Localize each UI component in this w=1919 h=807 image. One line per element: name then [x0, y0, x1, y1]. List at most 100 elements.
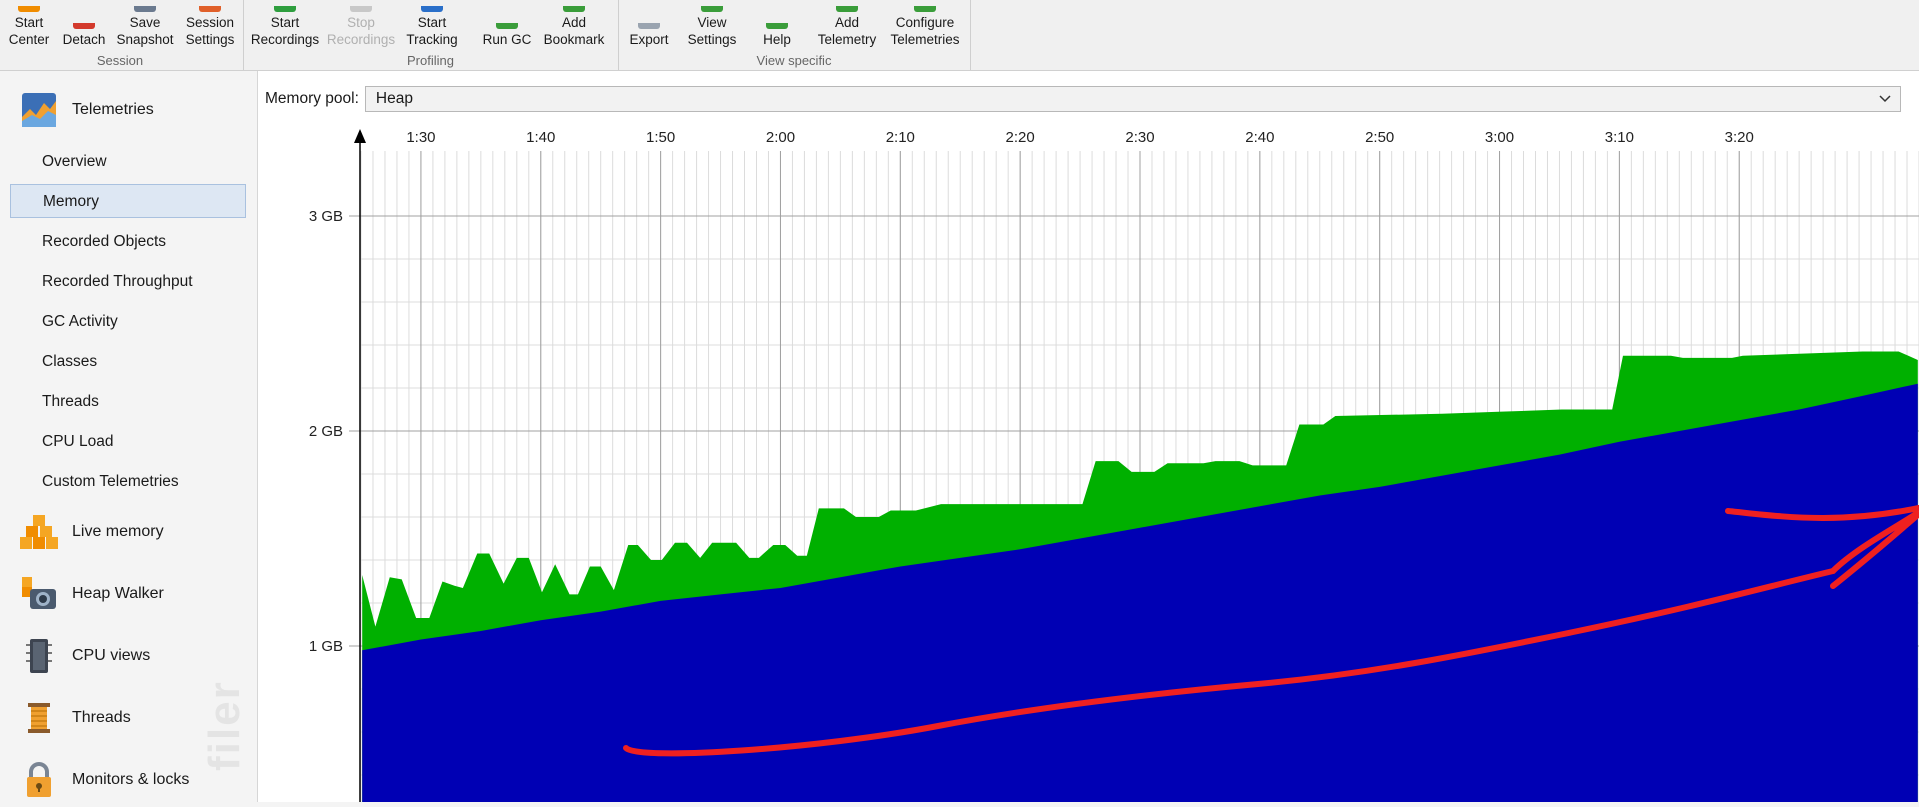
start-center-icon: [18, 6, 40, 12]
x-tick-label: 2:20: [1006, 129, 1035, 146]
detach-button[interactable]: Detach: [58, 0, 110, 48]
x-tick-label: 2:40: [1245, 129, 1274, 146]
sidebar-item-memory[interactable]: Memory: [10, 184, 246, 218]
sidebar-section-live-memory[interactable]: Live memory: [20, 513, 164, 551]
add-telemetry-button[interactable]: Add Telemetry: [815, 0, 879, 48]
sidebar-section-threads[interactable]: Threads: [20, 699, 131, 737]
configure-telemetries-icon: [914, 6, 936, 12]
start-tracking-icon: [421, 6, 443, 12]
export-button[interactable]: Export: [621, 0, 677, 48]
view-settings-button[interactable]: View Settings: [681, 0, 743, 48]
help-icon: [766, 23, 788, 29]
sidebar-section-cpu-views[interactable]: CPU views: [20, 637, 150, 675]
add-telemetry-label: Add Telemetry: [817, 15, 877, 47]
session-settings-label: Session Settings: [185, 15, 235, 47]
live-memory-icon: [20, 515, 58, 549]
toolbar-group-profiling: Start Recordings Stop Recordings Start T…: [246, 0, 619, 70]
save-snapshot-button[interactable]: Save Snapshot: [114, 0, 176, 48]
start-center-button[interactable]: Start Center: [4, 0, 54, 48]
toolbar-separator: [618, 0, 619, 70]
threads-icon: [28, 703, 50, 733]
sidebar-item-recorded-objects[interactable]: Recorded Objects: [42, 233, 167, 250]
x-tick-label: 3:00: [1485, 129, 1514, 146]
group-label-session: Session: [96, 53, 144, 68]
telemetries-icon: [22, 93, 56, 127]
y-tick-label: 3 GB: [309, 208, 343, 225]
y-tick-label: 2 GB: [309, 423, 343, 440]
add-bookmark-button[interactable]: Add Bookmark: [540, 0, 608, 48]
main-panel: Memory pool: Heap 1:30 1:40 1:50 2:00 2:10 2:…: [258, 71, 1919, 802]
start-recordings-label: Start Recordings: [250, 15, 320, 47]
x-tick-label: 3:10: [1605, 129, 1634, 146]
view-settings-label: View Settings: [687, 15, 737, 47]
session-settings-button[interactable]: Session Settings: [180, 0, 240, 48]
x-tick-label: 1:40: [526, 129, 555, 146]
sidebar-section-label: Heap Walker: [72, 585, 164, 602]
monitors-locks-icon: [27, 762, 51, 797]
x-tick-label: 2:30: [1125, 129, 1154, 146]
x-tick-label: 1:30: [406, 129, 435, 146]
start-center-label: Start Center: [8, 15, 50, 47]
memory-chart[interactable]: 1:30 1:40 1:50 2:00 2:10 2:20 2:30 2:40 2:50 3:00…: [258, 121, 1919, 802]
sidebar-item-cpu-load[interactable]: CPU Load: [42, 433, 114, 450]
configure-telemetries-label: Configure Telemetries: [890, 15, 960, 47]
sidebar-item-classes[interactable]: Classes: [42, 353, 98, 370]
sidebar-item-threads[interactable]: Threads: [42, 393, 99, 410]
export-label: Export: [629, 32, 669, 47]
watermark: filer: [200, 680, 249, 771]
annotation-stroke: [623, 568, 1836, 757]
sidebar-section-monitors-locks[interactable]: Monitors & locks: [20, 761, 189, 799]
heap-walker-icon: [22, 577, 56, 609]
sidebar-section-telemetries[interactable]: Telemetries: [20, 91, 154, 129]
sidebar-section-label: Live memory: [72, 523, 164, 540]
group-label-profiling: Profiling: [407, 53, 454, 68]
sidebar-item-custom-telemetries[interactable]: Custom Telemetries: [42, 473, 179, 490]
add-bookmark-icon: [563, 6, 585, 12]
memory-pool-label: Memory pool:: [265, 90, 359, 107]
memory-pool-row: Memory pool: Heap: [265, 86, 1901, 112]
y-tick-label: 1 GB: [309, 638, 343, 655]
toolbar-separator: [970, 0, 971, 70]
x-tick-label: 1:50: [646, 129, 675, 146]
configure-telemetries-button[interactable]: Configure Telemetries: [885, 0, 965, 48]
save-snapshot-icon: [134, 6, 156, 12]
sidebar-section-label: Monitors & locks: [72, 771, 190, 788]
sidebar-section-label: CPU views: [72, 647, 151, 664]
add-bookmark-label: Add Bookmark: [543, 15, 605, 47]
toolbar-group-session: Start Center Detach Save Snapshot Sessio…: [0, 0, 244, 70]
run-gc-label: Run GC: [482, 32, 532, 47]
memory-pool-value: Heap: [375, 90, 413, 107]
group-label-view-specific: View specific: [756, 53, 832, 68]
memory-chart-container: 1:30 1:40 1:50 2:00 2:10 2:20 2:30 2:40 2:50 3:00…: [258, 121, 1919, 807]
run-gc-button[interactable]: Run GC: [478, 0, 536, 48]
detach-icon: [73, 23, 95, 29]
annotation-arrow-icon: [1725, 504, 1919, 589]
start-recordings-button[interactable]: Start Recordings: [250, 0, 320, 48]
help-label: Help: [763, 32, 791, 47]
sidebar-section-label: Threads: [72, 709, 131, 726]
sidebar-section-heap-walker[interactable]: Heap Walker: [20, 575, 164, 613]
start-tracking-button[interactable]: Start Tracking: [402, 0, 462, 48]
view-settings-icon: [701, 6, 723, 12]
stop-recordings-icon: [350, 6, 372, 12]
toolbar-separator: [243, 0, 244, 70]
x-tick-label: 3:20: [1725, 129, 1754, 146]
help-button[interactable]: Help: [749, 0, 805, 48]
sidebar-item-overview[interactable]: Overview: [42, 153, 107, 170]
x-tick-label: 2:50: [1365, 129, 1394, 146]
cpu-views-icon: [26, 639, 52, 673]
start-tracking-label: Start Tracking: [406, 15, 458, 47]
memory-pool-select[interactable]: Heap: [364, 86, 1901, 112]
chevron-down-icon: [1879, 95, 1891, 103]
toolbar: Start Center Detach Save Snapshot Sessio…: [0, 0, 1919, 71]
toolbar-group-view-specific: Export View Settings Help Add Telemetry …: [621, 0, 971, 70]
x-tick-label: 2:10: [886, 129, 915, 146]
stop-recordings-label: Stop Recordings: [326, 15, 396, 47]
sidebar-item-recorded-throughput[interactable]: Recorded Throughput: [42, 273, 193, 290]
stop-recordings-button[interactable]: Stop Recordings: [326, 0, 396, 48]
save-snapshot-label: Save Snapshot: [116, 15, 174, 47]
sidebar-item-gc-activity[interactable]: GC Activity: [42, 313, 118, 330]
start-recordings-icon: [274, 6, 296, 12]
sidebar: Telemetries Overview Memory Recorded Obj…: [0, 71, 258, 802]
series-used-area: [362, 383, 1918, 802]
